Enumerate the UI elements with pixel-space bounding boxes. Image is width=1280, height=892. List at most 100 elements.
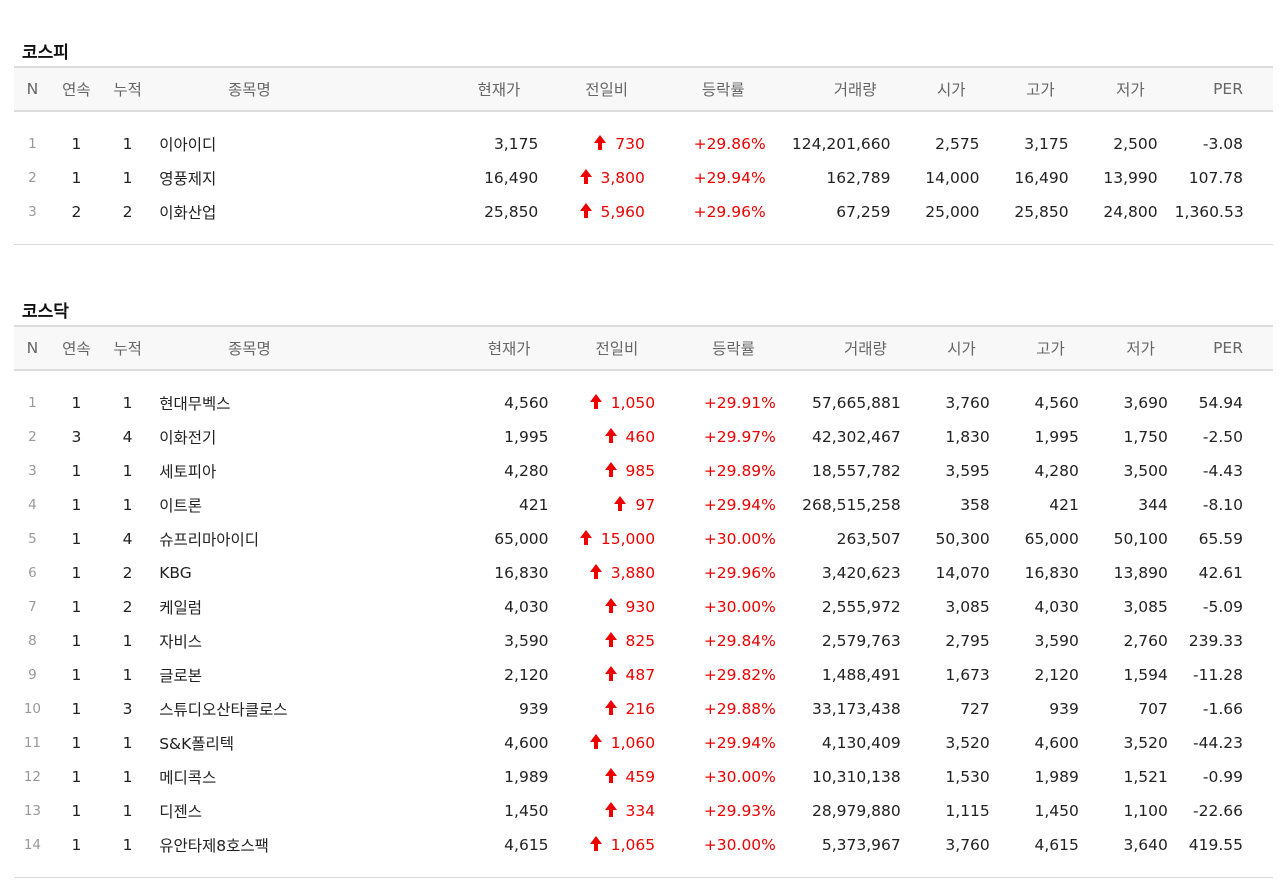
per-value: -3.08 xyxy=(1202,135,1243,153)
table-row[interactable]: 9 1 1 글로본 2,120 487 +29.82% 1,488,491 1,673 2,120… xyxy=(14,658,1273,692)
table-row[interactable]: 2 1 1 영풍제지 16,490 3,800 +29.94% 162,789 14,000 16… xyxy=(14,161,1273,195)
table-row[interactable]: 1 1 1 현대무벡스 4,560 1,050 +29.91% 57,665,881 3,760… xyxy=(14,386,1273,420)
cumulative-count: 3 xyxy=(122,700,133,718)
stock-name-link[interactable]: 스튜디오산타클로스 xyxy=(159,701,288,719)
open-price: 25,000 xyxy=(925,203,980,221)
change-rate: +30.00% xyxy=(703,768,776,786)
per-value: 419.55 xyxy=(1188,836,1243,854)
stock-name-link[interactable]: 이트론 xyxy=(159,497,202,515)
price-change-value: 825 xyxy=(625,632,656,650)
stock-name-link[interactable]: 슈프리마아이디 xyxy=(159,531,260,549)
arrow-up-icon xyxy=(604,700,617,715)
stock-name-link[interactable]: 자비스 xyxy=(159,633,202,651)
stock-name-link[interactable]: 글로본 xyxy=(159,667,202,685)
high-price: 4,600 xyxy=(1034,734,1079,752)
row-number: 6 xyxy=(28,565,37,581)
header-col-volume[interactable]: 거래량 xyxy=(793,325,917,371)
header-col-cumulative[interactable]: 누적 xyxy=(102,325,154,371)
arrow-up-icon xyxy=(579,169,592,184)
high-price: 1,989 xyxy=(1034,768,1079,786)
open-price: 1,830 xyxy=(945,428,990,446)
header-col-cumulative[interactable]: 누적 xyxy=(102,66,154,112)
stock-name-link[interactable]: 디젠스 xyxy=(159,803,202,821)
header-col-change[interactable]: 전일비 xyxy=(560,325,674,371)
per-value: -4.43 xyxy=(1202,462,1243,480)
stock-name-link[interactable]: KBG xyxy=(159,564,192,582)
header-col-price[interactable]: 현재가 xyxy=(345,325,561,371)
header-col-low[interactable]: 저가 xyxy=(1084,66,1175,112)
stock-name-link[interactable]: 유안타제8호스팩 xyxy=(159,837,269,855)
stock-name-link[interactable]: 이화산업 xyxy=(159,204,217,222)
table-row[interactable]: 10 1 3 스튜디오산타클로스 939 216 +29.88% 33,173,438 727 9… xyxy=(14,692,1273,726)
current-price: 16,830 xyxy=(494,564,549,582)
header-col-low[interactable]: 저가 xyxy=(1094,325,1185,371)
stock-name-link[interactable]: S&K폴리텍 xyxy=(159,735,235,753)
stock-name-link[interactable]: 메디콕스 xyxy=(159,769,217,787)
table-row[interactable]: 13 1 1 디젠스 1,450 334 +29.93% 28,979,880 1,115 1,4… xyxy=(14,794,1273,828)
price-change-value: 5,960 xyxy=(600,203,645,221)
cumulative-count: 2 xyxy=(122,598,133,616)
per-value: 65.59 xyxy=(1198,530,1243,548)
table-row[interactable]: 6 1 2 KBG 16,830 3,880 +29.96% 3,420,623 14,070 1… xyxy=(14,556,1273,590)
header-col-per[interactable]: PER xyxy=(1174,66,1273,112)
arrow-up-icon xyxy=(589,836,602,851)
row-number: 3 xyxy=(28,463,37,479)
header-col-consecutive[interactable]: 연속 xyxy=(50,66,103,112)
table-row[interactable]: 12 1 1 메디콕스 1,989 459 +30.00% 10,310,138 1,530 1,… xyxy=(14,760,1273,794)
header-col-high[interactable]: 고가 xyxy=(995,66,1085,112)
table-row[interactable]: 1 1 1 이아이디 3,175 730 +29.86% 124,201,660 2,575 3,… xyxy=(14,127,1273,161)
stock-name-link[interactable]: 영풍제지 xyxy=(159,170,217,188)
open-price: 1,673 xyxy=(945,666,990,684)
row-number: 1 xyxy=(28,395,37,411)
stock-name-link[interactable]: 세토피아 xyxy=(159,463,217,481)
table-row[interactable]: 11 1 1 S&K폴리텍 4,600 1,060 +29.94% 4,130,409 3,52… xyxy=(14,726,1273,760)
current-price: 3,590 xyxy=(504,632,549,650)
consecutive-count: 1 xyxy=(71,802,82,820)
table-row[interactable]: 14 1 1 유안타제8호스팩 4,615 1,065 +30.00% 5,373,967 3,… xyxy=(14,828,1273,862)
consecutive-count: 1 xyxy=(71,564,82,582)
arrow-up-icon xyxy=(604,598,617,613)
header-col-stock-name[interactable]: 종목명 xyxy=(153,325,346,371)
table-row[interactable]: 3 1 1 세토피아 4,280 985 +29.89% 18,557,782 3,595 4,2… xyxy=(14,454,1273,488)
table-row[interactable]: 8 1 1 자비스 3,590 825 +29.84% 2,579,763 2,795 3,590… xyxy=(14,624,1273,658)
per-value: -8.10 xyxy=(1202,496,1243,514)
header-col-per[interactable]: PER xyxy=(1184,325,1273,371)
stock-name-link[interactable]: 이아이디 xyxy=(159,136,217,154)
stock-name-link[interactable]: 이화전기 xyxy=(159,429,217,447)
open-price: 14,070 xyxy=(935,564,990,582)
table-row[interactable]: 5 1 4 슈프리마아이디 65,000 15,000 +30.00% 263,507 50,3… xyxy=(14,522,1273,556)
header-col-n[interactable]: N xyxy=(14,66,51,112)
header-col-open[interactable]: 시가 xyxy=(906,66,996,112)
row-number: 14 xyxy=(23,837,42,853)
open-price: 2,575 xyxy=(935,135,980,153)
change-rate: +29.89% xyxy=(703,462,776,480)
table-row[interactable]: 3 2 2 이화산업 25,850 5,960 +29.96% 67,259 25,000 25,… xyxy=(14,195,1273,229)
header-col-price[interactable]: 현재가 xyxy=(345,66,551,112)
change-rate: +29.88% xyxy=(703,700,776,718)
header-col-high[interactable]: 고가 xyxy=(1005,325,1095,371)
table-row[interactable]: 7 1 2 케일럼 4,030 930 +30.00% 2,555,972 3,085 4,030… xyxy=(14,590,1273,624)
price-change-value: 334 xyxy=(625,802,656,820)
current-price: 25,850 xyxy=(484,203,539,221)
arrow-up-icon xyxy=(604,802,617,817)
header-col-open[interactable]: 시가 xyxy=(916,325,1006,371)
open-price: 3,520 xyxy=(945,734,990,752)
arrow-up-icon xyxy=(604,632,617,647)
header-col-rate[interactable]: 등락률 xyxy=(673,325,794,371)
stock-name-link[interactable]: 케일럼 xyxy=(159,599,202,617)
arrow-up-icon xyxy=(594,135,607,150)
header-col-change[interactable]: 전일비 xyxy=(550,66,663,112)
stock-name-link[interactable]: 현대무벡스 xyxy=(159,395,231,413)
table-row[interactable]: 4 1 1 이트론 421 97 +29.94% 268,515,258 358 421 344 -8… xyxy=(14,488,1273,522)
header-col-consecutive[interactable]: 연속 xyxy=(50,325,103,371)
cumulative-count: 1 xyxy=(122,496,133,514)
table-row[interactable]: 2 3 4 이화전기 1,995 460 +29.97% 42,302,467 1,830 1,9… xyxy=(14,420,1273,454)
low-price: 3,085 xyxy=(1123,598,1168,616)
header-col-rate[interactable]: 등락률 xyxy=(662,66,784,112)
row-number: 8 xyxy=(28,633,37,649)
header-col-n[interactable]: N xyxy=(14,325,51,371)
header-col-volume[interactable]: 거래량 xyxy=(783,66,907,112)
cumulative-count: 1 xyxy=(122,666,133,684)
consecutive-count: 1 xyxy=(71,700,82,718)
header-col-stock-name[interactable]: 종목명 xyxy=(153,66,346,112)
